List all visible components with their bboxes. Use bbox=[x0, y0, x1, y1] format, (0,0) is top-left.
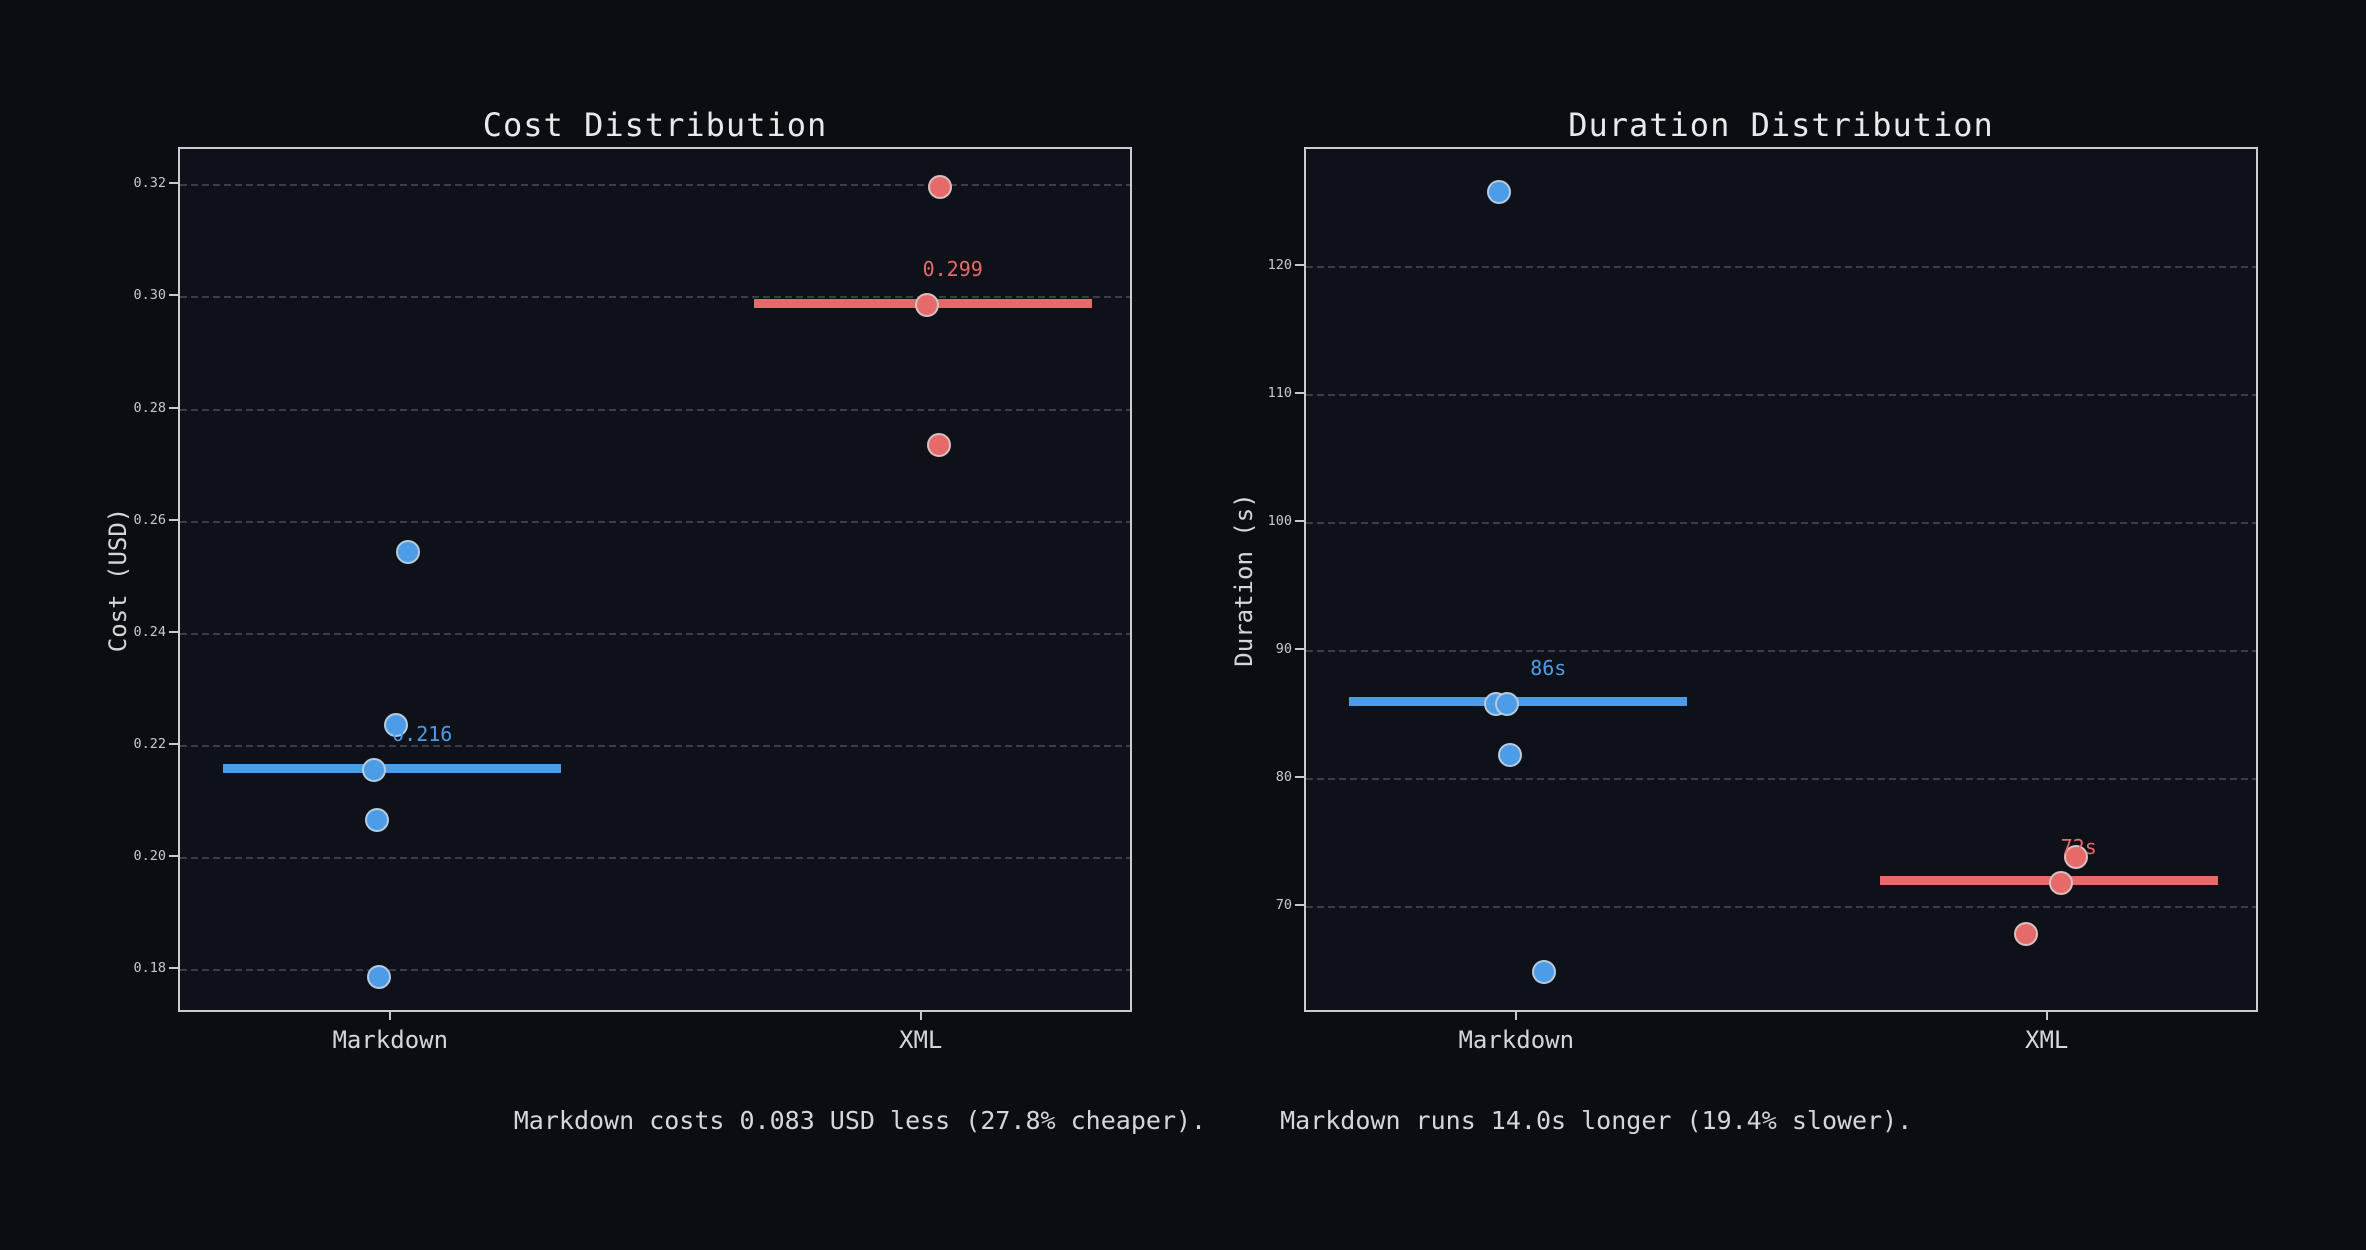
x-category-label: XML bbox=[2025, 1026, 2069, 1054]
y-axis-label: Duration (s) bbox=[1230, 492, 1258, 667]
x-category-label: Markdown bbox=[332, 1026, 449, 1054]
y-tick-label: 0.22 bbox=[133, 735, 166, 752]
data-point bbox=[384, 713, 409, 738]
gridline bbox=[180, 520, 1130, 523]
data-point bbox=[362, 758, 387, 783]
x-tick-mark bbox=[2045, 1012, 2048, 1020]
gridline bbox=[1306, 265, 2256, 268]
y-tick-mark bbox=[169, 518, 178, 521]
y-tick-mark bbox=[1295, 263, 1304, 266]
y-tick-label: 0.28 bbox=[133, 399, 166, 416]
y-tick-mark bbox=[1295, 775, 1304, 778]
gridline bbox=[180, 856, 1130, 859]
median-value-label: 86s bbox=[1530, 655, 1567, 680]
summary-captions: Markdown costs 0.083 USD less (27.8% che… bbox=[30, 1106, 2366, 1135]
gridline bbox=[1306, 905, 2256, 908]
gridline bbox=[180, 744, 1130, 747]
y-tick-mark bbox=[1295, 647, 1304, 650]
gridline bbox=[180, 632, 1130, 635]
y-tick-label: 0.18 bbox=[133, 959, 166, 976]
x-category-label: XML bbox=[899, 1026, 943, 1054]
plot-title: Cost Distribution bbox=[482, 106, 828, 144]
median-value-label: 72s bbox=[2060, 834, 2097, 859]
duration-summary-text: Markdown runs 14.0s longer (19.4% slower… bbox=[1280, 1106, 1913, 1135]
y-tick-mark bbox=[1295, 391, 1304, 394]
y-tick-mark bbox=[169, 966, 178, 969]
x-tick-mark bbox=[389, 1012, 392, 1020]
gridline bbox=[1306, 393, 2256, 396]
plot-area-duration: 86s 72s bbox=[1304, 147, 2258, 1012]
data-point bbox=[914, 293, 939, 318]
gridline bbox=[180, 408, 1130, 411]
gridline bbox=[1306, 777, 2256, 780]
data-point bbox=[1532, 960, 1557, 985]
data-point bbox=[1495, 691, 1520, 716]
median-line bbox=[223, 763, 562, 773]
data-point bbox=[2013, 922, 2038, 947]
y-tick-label: 0.20 bbox=[133, 847, 166, 864]
data-point bbox=[365, 808, 390, 833]
y-tick-label: 90 bbox=[1275, 640, 1292, 657]
median-value-label: 0.299 bbox=[922, 257, 983, 282]
y-tick-mark bbox=[1295, 519, 1304, 522]
plot-area-cost: 0.216 0.299 bbox=[178, 147, 1132, 1012]
gridline bbox=[180, 296, 1130, 299]
y-tick-mark bbox=[169, 182, 178, 185]
x-category-label: Markdown bbox=[1458, 1026, 1575, 1054]
data-point bbox=[2063, 845, 2088, 870]
y-tick-mark bbox=[169, 294, 178, 297]
data-point bbox=[2048, 870, 2073, 895]
x-tick-mark bbox=[1515, 1012, 1518, 1020]
y-tick-label: 110 bbox=[1267, 384, 1292, 401]
cost-summary-text: Markdown costs 0.083 USD less (27.8% che… bbox=[513, 1106, 1207, 1135]
gridline bbox=[1306, 649, 2256, 652]
plot-title: Duration Distribution bbox=[1568, 106, 1994, 144]
y-tick-label: 0.30 bbox=[133, 287, 166, 304]
y-axis-label: Cost (USD) bbox=[104, 507, 132, 652]
gridline bbox=[1306, 521, 2256, 524]
y-tick-label: 0.24 bbox=[133, 623, 166, 640]
median-value-label: 0.216 bbox=[392, 722, 453, 747]
y-tick-mark bbox=[1295, 903, 1304, 906]
y-tick-label: 120 bbox=[1267, 256, 1292, 273]
y-tick-mark bbox=[169, 854, 178, 857]
y-tick-label: 100 bbox=[1267, 512, 1292, 529]
y-tick-label: 80 bbox=[1275, 768, 1292, 785]
y-tick-mark bbox=[169, 406, 178, 409]
y-tick-mark bbox=[169, 742, 178, 745]
data-point bbox=[1498, 742, 1523, 767]
gridline bbox=[180, 184, 1130, 187]
data-point bbox=[1487, 179, 1512, 204]
data-point bbox=[927, 175, 952, 200]
x-tick-mark bbox=[919, 1012, 922, 1020]
data-point bbox=[926, 433, 951, 458]
y-tick-label: 70 bbox=[1275, 896, 1292, 913]
y-tick-label: 0.26 bbox=[133, 511, 166, 528]
gridline bbox=[180, 968, 1130, 971]
data-point bbox=[396, 539, 421, 564]
y-tick-mark bbox=[169, 630, 178, 633]
y-tick-label: 0.32 bbox=[133, 175, 166, 192]
data-point bbox=[367, 965, 392, 990]
